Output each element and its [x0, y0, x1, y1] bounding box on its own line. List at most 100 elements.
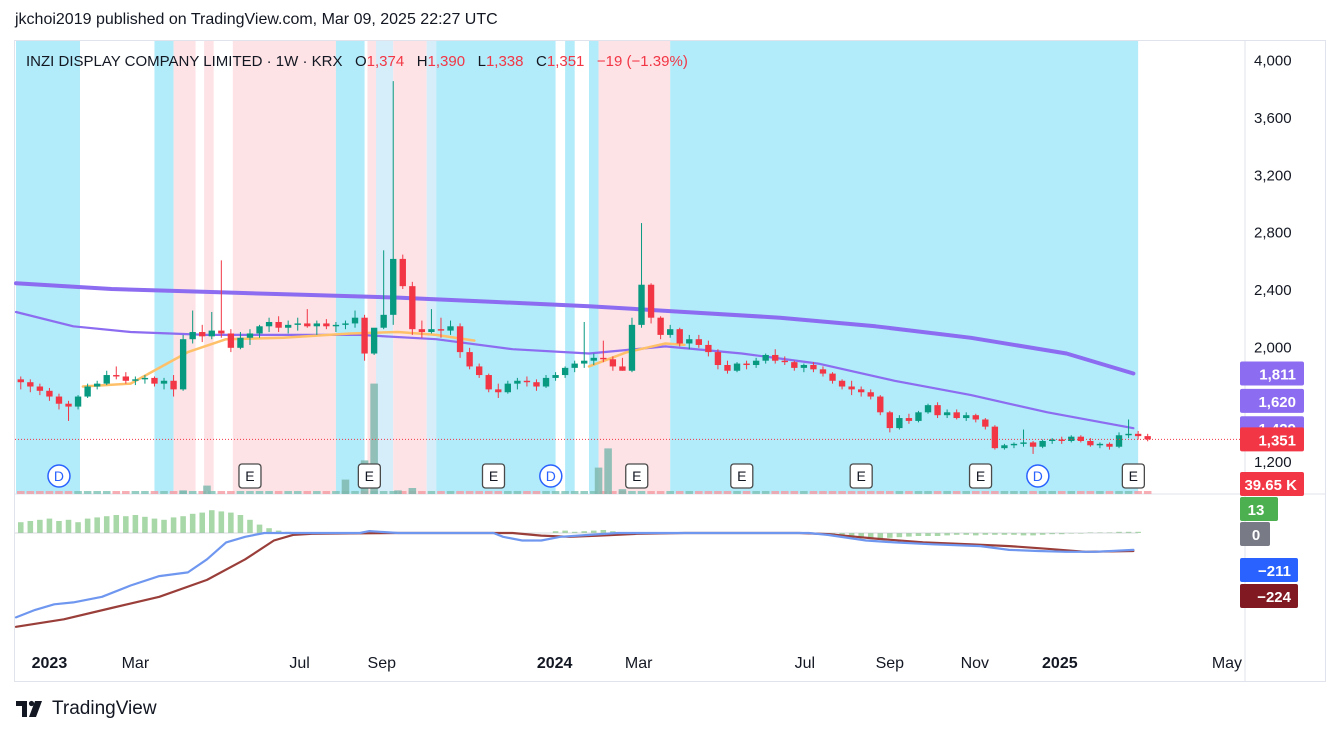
volume-badge-label: 39.65 K	[1244, 477, 1297, 494]
volume-bar	[55, 491, 63, 494]
volume-bar	[570, 491, 579, 494]
candle-body	[733, 363, 741, 371]
price-tick-label: 1,200	[1254, 454, 1292, 471]
volume-bar	[604, 448, 612, 494]
macd-histogram-bar	[256, 524, 263, 533]
candle-body	[915, 412, 922, 421]
macd-histogram-bar	[877, 533, 884, 539]
price-tick-label: 4,000	[1254, 53, 1292, 70]
candle-body	[1115, 435, 1123, 447]
candle-body	[304, 323, 311, 327]
candle-body	[896, 418, 903, 429]
macd-histogram-bar	[46, 518, 53, 533]
volume-bar	[150, 491, 159, 494]
background-band	[232, 41, 336, 494]
volume-bar	[208, 491, 216, 494]
macd-histogram-bar	[552, 531, 559, 533]
candle-body	[571, 363, 578, 368]
candle-body	[1029, 442, 1037, 447]
macd-histogram-bar	[925, 533, 931, 536]
volume-bar	[905, 491, 913, 494]
volume-bar	[609, 491, 617, 494]
candle-body	[428, 329, 435, 333]
volume-bar	[666, 491, 674, 494]
volume-bar	[93, 491, 101, 494]
candle-body	[265, 321, 273, 327]
legend-high: 1,390	[427, 53, 466, 70]
volume-bar	[580, 491, 588, 494]
time-tick-label: Mar	[122, 655, 150, 672]
macd-histogram-bar	[571, 531, 578, 533]
candle-body	[848, 386, 855, 390]
candle-body	[514, 380, 521, 384]
candle-body	[934, 405, 941, 416]
candle-body	[600, 357, 607, 360]
macd-histogram-bar	[581, 531, 587, 533]
volume-bar	[1115, 491, 1123, 494]
volume-bar	[943, 491, 951, 494]
background-band	[355, 41, 365, 494]
macd-histogram-bar	[1020, 533, 1027, 536]
chart-frame	[14, 40, 1326, 682]
candle-body	[380, 314, 387, 328]
candle-body	[437, 329, 445, 331]
volume-bar	[408, 488, 417, 494]
volume-bar	[972, 491, 980, 494]
candle-body	[1010, 443, 1018, 446]
candle-body	[332, 324, 340, 327]
volume-bar	[523, 491, 531, 494]
candle-body	[447, 326, 454, 331]
candle-body	[819, 369, 827, 374]
volume-bar	[399, 491, 407, 494]
candle-body	[533, 382, 540, 387]
macd-histogram-bar	[973, 533, 979, 536]
macd-histogram-bar	[562, 530, 568, 533]
volume-bar	[389, 491, 397, 494]
time-tick-label: Jul	[289, 655, 309, 672]
candle-body	[160, 380, 168, 384]
candle-body	[94, 383, 101, 387]
volume-bar	[313, 491, 321, 494]
macd-histogram-bar	[75, 522, 81, 533]
volume-bar	[122, 491, 130, 494]
volume-bar	[924, 491, 932, 494]
price-badge	[1240, 361, 1304, 386]
candle-body	[676, 329, 683, 344]
candle-body	[686, 339, 693, 344]
time-tick-label: Nov	[961, 655, 989, 672]
volume-bar	[733, 491, 741, 494]
macd-histogram-bar	[915, 533, 922, 536]
macd-line	[14, 530, 1135, 619]
dividend-marker-label: D	[54, 468, 64, 484]
candle-body	[867, 392, 874, 397]
macd-histogram-bar	[18, 522, 24, 533]
candle-body	[466, 352, 473, 367]
background-band	[436, 41, 556, 494]
legend-symbol[interactable]: INZI DISPLAY COMPANY LIMITED · 1W · KRX	[26, 53, 343, 70]
volume-bar	[542, 491, 550, 494]
background-band	[376, 41, 394, 494]
volume-bar	[484, 491, 493, 494]
tradingview-brand[interactable]: TradingView	[52, 698, 157, 719]
candle-body	[943, 412, 951, 416]
earnings-marker-label: E	[737, 468, 746, 484]
volume-bar	[394, 490, 402, 494]
earnings-marker-icon	[238, 463, 262, 489]
volume-bar	[599, 491, 608, 494]
volume-bar	[427, 491, 436, 494]
macd-histogram-bar	[37, 519, 43, 533]
price-tick-label: 3,600	[1254, 110, 1292, 127]
candle-body	[838, 380, 846, 387]
footer: TradingView	[16, 698, 157, 720]
candle-body	[667, 329, 674, 335]
background-band	[204, 41, 214, 494]
candle-body	[27, 382, 34, 387]
candle-body	[227, 333, 235, 348]
macd-histogram-bar	[906, 533, 912, 537]
candle-body	[323, 323, 330, 327]
candle-body	[905, 418, 913, 421]
macd-histogram-bar	[247, 519, 253, 533]
volume-bar	[914, 491, 923, 494]
candle-body	[189, 332, 196, 340]
